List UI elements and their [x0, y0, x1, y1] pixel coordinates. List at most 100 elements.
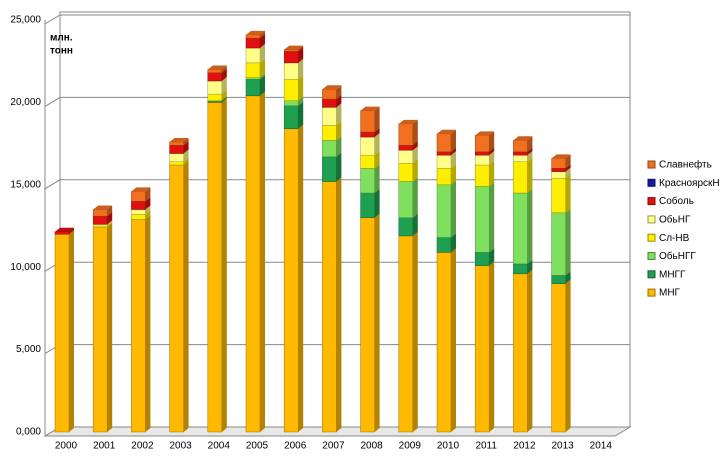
- bar-segment: [283, 62, 299, 80]
- bar-side: [565, 174, 571, 213]
- bar-side: [412, 231, 418, 432]
- bar-segment: [360, 154, 375, 169]
- bar-side: [374, 106, 380, 133]
- bar-segment: [474, 252, 490, 266]
- bar-side: [183, 141, 189, 154]
- bar-side: [489, 182, 495, 253]
- x-tick-label: 2011: [475, 441, 497, 452]
- bar-segment: [551, 212, 566, 276]
- bar-side: [221, 96, 227, 103]
- bar-segment: [169, 144, 184, 154]
- legend-label: ОбьНГГ: [659, 250, 696, 262]
- bar-side: [145, 205, 151, 215]
- bar-side: [260, 34, 265, 49]
- bar-segment: [54, 233, 70, 433]
- bar-side: [336, 85, 342, 100]
- bar-segment: [245, 62, 261, 78]
- bar-segment: [436, 133, 452, 153]
- bar-side: [260, 58, 265, 78]
- bar-segment: [54, 231, 70, 235]
- bar-side: [374, 133, 380, 156]
- bar-side: [183, 157, 189, 166]
- bar-side: [336, 95, 342, 108]
- bar-side: [451, 180, 456, 238]
- bar-segment: [131, 219, 146, 433]
- bar-top: [360, 106, 380, 111]
- bar-segment: [436, 151, 452, 156]
- bar-top: [322, 85, 342, 90]
- bar-segment: [283, 100, 299, 106]
- bar-side: [412, 177, 418, 218]
- bar-side: [298, 45, 304, 52]
- bar-segment: [207, 80, 223, 95]
- bar-segment: [322, 88, 337, 100]
- y-tick-label: 0,000: [16, 427, 41, 438]
- bar-segment: [322, 140, 337, 158]
- bar-side: [565, 154, 571, 169]
- bar-segment: [474, 154, 490, 166]
- bar-side: [412, 213, 418, 236]
- legend-label: МНГ: [659, 288, 681, 299]
- bar-segment: [283, 51, 299, 64]
- y-tick-label: 20,000: [10, 97, 41, 108]
- bar-top: [169, 137, 189, 142]
- bar-segment: [360, 168, 375, 194]
- bar-side: [260, 44, 265, 63]
- bar-segment: [551, 171, 566, 179]
- bar-side: [489, 147, 495, 156]
- bar-segment: [322, 181, 337, 433]
- bar-segment: [283, 49, 299, 52]
- bar-segment: [92, 227, 108, 433]
- bar-side: [489, 131, 495, 152]
- bar-segment: [513, 161, 528, 194]
- bar-side: [374, 213, 380, 432]
- bar-segment: [436, 154, 452, 169]
- x-tick-label: 2014: [590, 441, 613, 452]
- bar-side: [527, 157, 533, 194]
- legend-label: Славнефть: [659, 159, 712, 171]
- bar-segment: [513, 192, 528, 265]
- x-tick-label: 2005: [246, 441, 269, 452]
- bar-segment: [207, 69, 223, 73]
- x-tick-label: 2012: [513, 441, 536, 452]
- bar-side: [565, 279, 571, 432]
- bar-side: [527, 259, 533, 274]
- bar-side: [221, 98, 227, 433]
- x-tick-label: 2013: [551, 441, 574, 452]
- bar-segment: [436, 252, 452, 433]
- bar-segment: [322, 125, 337, 141]
- bar-side: [298, 101, 304, 129]
- y-axis-label: млн.: [50, 33, 73, 44]
- legend-label: КрасноярскНГ: [659, 178, 720, 189]
- bar-side: [527, 151, 533, 162]
- bar-segment: [551, 177, 566, 214]
- bar-side: [298, 75, 304, 101]
- bar-side: [298, 96, 304, 106]
- bar-segment: [92, 215, 108, 225]
- bar-segment: [207, 72, 223, 82]
- bar-segment: [474, 135, 490, 153]
- x-tick-label: 2008: [360, 441, 383, 452]
- bar-side: [565, 164, 571, 172]
- bar-top: [284, 45, 304, 50]
- bar-top: [207, 65, 227, 70]
- bar-side: [527, 269, 533, 432]
- x-tick-label: 2001: [93, 441, 116, 452]
- bar-segment: [436, 237, 452, 253]
- bar-segment: [131, 214, 146, 220]
- bar-side: [221, 90, 227, 101]
- x-tick-label: 2000: [55, 441, 78, 452]
- bar-side: [69, 230, 74, 432]
- bar-side: [183, 161, 189, 433]
- bar-side: [336, 121, 342, 141]
- bar-side: [260, 30, 265, 39]
- bar-segment: [360, 131, 375, 138]
- bar-side: [412, 119, 418, 146]
- bar-side: [489, 261, 495, 432]
- bar-side: [145, 210, 151, 220]
- bar-side: [298, 58, 304, 80]
- bar-side: [374, 128, 380, 138]
- bar-segment: [436, 184, 452, 238]
- bar-segment: [436, 168, 452, 186]
- bar-side: [336, 152, 342, 182]
